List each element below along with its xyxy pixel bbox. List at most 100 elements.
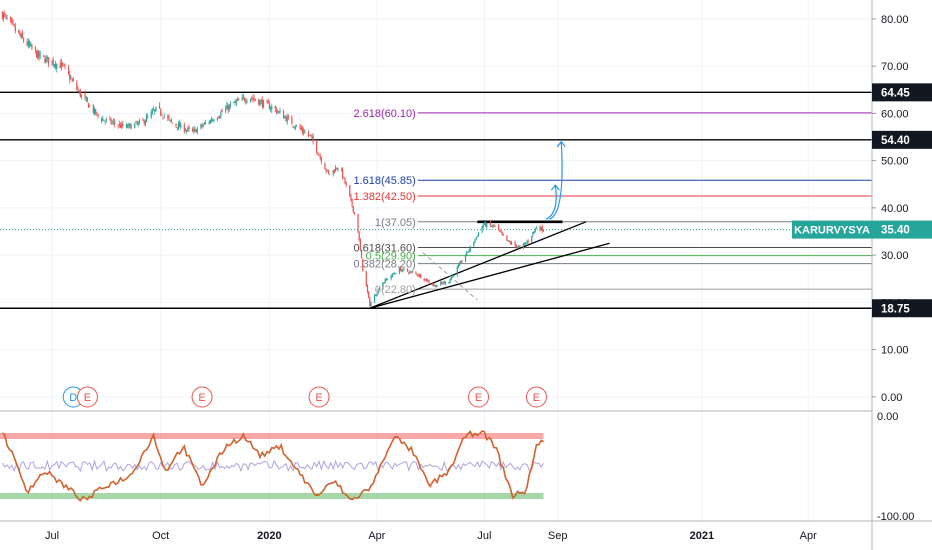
- candle-body[interactable]: [316, 140, 318, 153]
- candle-body[interactable]: [453, 275, 455, 277]
- candle-body[interactable]: [2, 13, 5, 19]
- candle-body[interactable]: [444, 281, 447, 284]
- candle-body[interactable]: [457, 265, 460, 268]
- candle-body[interactable]: [431, 283, 434, 285]
- candle-body[interactable]: [260, 100, 262, 102]
- candle-body[interactable]: [70, 78, 72, 80]
- candle-body[interactable]: [136, 123, 138, 124]
- candle-body[interactable]: [352, 206, 354, 213]
- candle-body[interactable]: [225, 108, 227, 112]
- candle-body[interactable]: [376, 293, 378, 297]
- candle-body[interactable]: [383, 282, 385, 284]
- candle-body[interactable]: [370, 302, 372, 306]
- candle-body[interactable]: [303, 130, 305, 134]
- candle-body[interactable]: [67, 67, 70, 74]
- candle-body[interactable]: [11, 19, 13, 23]
- candle-body[interactable]: [170, 119, 172, 122]
- candle-body[interactable]: [474, 239, 476, 243]
- candle-body[interactable]: [151, 110, 154, 113]
- candle-body[interactable]: [238, 99, 240, 101]
- candle-body[interactable]: [191, 129, 194, 132]
- candle-body[interactable]: [220, 112, 222, 116]
- candle-body[interactable]: [261, 99, 263, 107]
- symbol-badge[interactable]: [792, 220, 872, 239]
- candle-body[interactable]: [101, 117, 103, 122]
- candle-body[interactable]: [155, 106, 157, 111]
- candle-body[interactable]: [71, 79, 73, 81]
- candle-body[interactable]: [209, 119, 211, 124]
- candle-body[interactable]: [1, 12, 3, 19]
- candle-body[interactable]: [109, 117, 111, 119]
- candle-body[interactable]: [262, 100, 265, 108]
- candle-body[interactable]: [377, 289, 379, 294]
- candle-body[interactable]: [531, 236, 533, 243]
- candle-body[interactable]: [498, 225, 500, 230]
- candle-body[interactable]: [428, 280, 430, 283]
- candle-body[interactable]: [236, 99, 239, 101]
- candle-body[interactable]: [433, 284, 435, 286]
- candle-body[interactable]: [492, 225, 494, 227]
- candle-body[interactable]: [176, 127, 178, 129]
- candle-body[interactable]: [20, 34, 22, 38]
- candle-body[interactable]: [325, 168, 327, 171]
- candle-body[interactable]: [5, 15, 7, 17]
- candle-body[interactable]: [301, 128, 304, 132]
- candle-body[interactable]: [36, 50, 38, 58]
- candle-body[interactable]: [93, 108, 96, 114]
- candle-body[interactable]: [394, 273, 396, 275]
- candle-body[interactable]: [525, 242, 527, 244]
- candle-body[interactable]: [541, 226, 543, 231]
- candle-body[interactable]: [31, 44, 33, 49]
- candle-body[interactable]: [274, 105, 276, 109]
- candle-body[interactable]: [475, 237, 477, 239]
- candle-body[interactable]: [122, 123, 124, 127]
- candle-body[interactable]: [60, 62, 63, 67]
- candle-body[interactable]: [44, 58, 46, 63]
- candle-body[interactable]: [481, 226, 483, 232]
- candle-body[interactable]: [43, 54, 45, 57]
- candle-body[interactable]: [312, 135, 314, 142]
- candle-body[interactable]: [188, 126, 190, 129]
- candle-body[interactable]: [299, 125, 301, 129]
- candle-body[interactable]: [368, 291, 370, 298]
- candle-body[interactable]: [84, 93, 86, 99]
- candle-body[interactable]: [440, 282, 442, 285]
- candle-body[interactable]: [46, 56, 48, 59]
- candle-body[interactable]: [56, 63, 58, 69]
- candle-body[interactable]: [259, 100, 261, 106]
- candle-body[interactable]: [147, 116, 149, 117]
- candle-body[interactable]: [144, 121, 146, 125]
- candle-body[interactable]: [153, 109, 155, 111]
- candle-body[interactable]: [365, 271, 367, 287]
- candle-body[interactable]: [423, 278, 425, 281]
- earnings-marker[interactable]: [191, 386, 213, 408]
- candle-body[interactable]: [246, 100, 248, 103]
- candle-body[interactable]: [519, 246, 521, 247]
- candle-body[interactable]: [486, 223, 488, 228]
- candle-body[interactable]: [402, 268, 404, 271]
- candle-body[interactable]: [160, 109, 162, 115]
- candle-body[interactable]: [310, 134, 312, 136]
- candle-body[interactable]: [253, 97, 255, 100]
- candle-body[interactable]: [216, 118, 219, 120]
- candle-body[interactable]: [150, 112, 152, 118]
- candle-body[interactable]: [409, 271, 411, 273]
- candle-body[interactable]: [213, 120, 215, 122]
- candle-body[interactable]: [89, 105, 91, 107]
- candle-body[interactable]: [477, 232, 480, 237]
- candle-body[interactable]: [158, 105, 161, 108]
- earnings-marker[interactable]: [308, 386, 330, 408]
- price-scale[interactable]: 80.0070.0060.0050.0040.0030.0020.0010.00…: [792, 14, 932, 404]
- price-pane[interactable]: 2.618(60.10) 1.618(45.85) 1.382(42.50) 1(37…: [0, 0, 872, 411]
- candle-body[interactable]: [105, 118, 107, 120]
- candle-body[interactable]: [135, 121, 137, 123]
- candle-body[interactable]: [467, 251, 469, 253]
- candle-body[interactable]: [203, 123, 206, 125]
- candle-body[interactable]: [384, 279, 386, 284]
- candle-body[interactable]: [490, 225, 493, 227]
- candle-body[interactable]: [353, 212, 356, 214]
- candle-body[interactable]: [378, 288, 380, 290]
- candle-body[interactable]: [350, 195, 352, 200]
- candle-body[interactable]: [4, 13, 6, 15]
